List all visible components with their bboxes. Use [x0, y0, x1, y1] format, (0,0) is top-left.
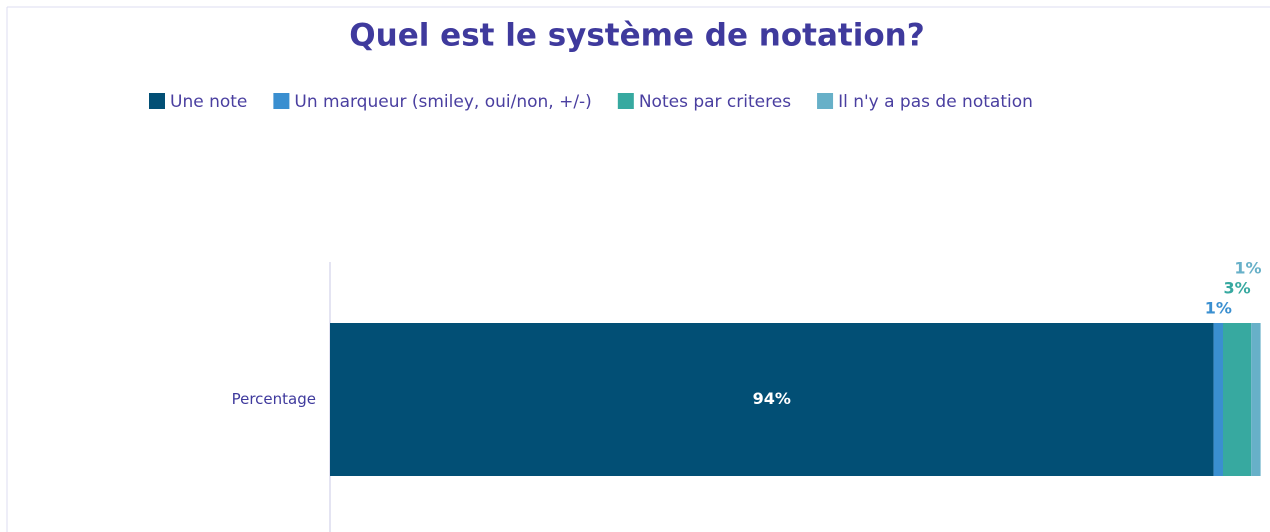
data-label: 94%	[753, 389, 791, 408]
legend-swatch	[273, 93, 290, 109]
data-label: 3%	[1224, 279, 1251, 298]
legend-label: Notes par criteres	[639, 92, 791, 112]
legend-label: Une note	[170, 92, 247, 112]
legend-label: Un marqueur (smiley, oui/non, +/-)	[294, 92, 591, 112]
legend-swatch	[617, 93, 634, 109]
y-tick-label: Percentage	[232, 390, 316, 408]
legend-label: Il n'y a pas de notation	[838, 92, 1033, 112]
chart-title: Quel est le système de notation?	[349, 18, 924, 54]
data-label: 1%	[1234, 259, 1261, 278]
legend-swatch	[817, 93, 834, 109]
bar-segment	[330, 323, 1214, 476]
legend-swatch	[149, 93, 165, 109]
data-label: 1%	[1205, 299, 1232, 318]
bar-segment	[1223, 323, 1252, 476]
bar-segment	[1251, 323, 1261, 476]
bar-segment	[1213, 323, 1223, 476]
